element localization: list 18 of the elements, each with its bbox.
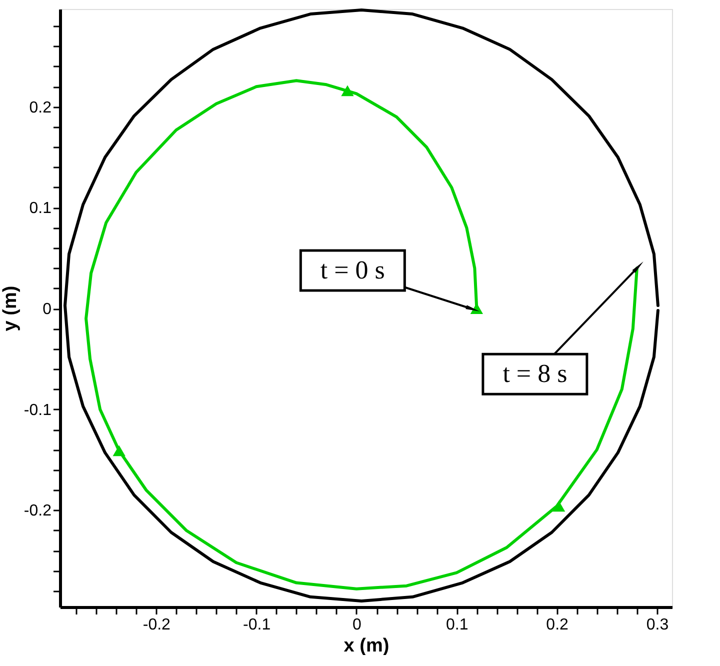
point <box>112 445 126 456</box>
y-tick-label: -0.2 <box>24 502 52 520</box>
y-tick-label: 0.2 <box>29 99 52 116</box>
x-tick-label: -0.2 <box>142 616 171 634</box>
annotation: t = 0 s <box>320 256 385 285</box>
x-tick-label: 0.2 <box>546 616 569 634</box>
point <box>341 85 354 96</box>
y-tick-label: 0 <box>42 301 52 318</box>
y-tick-label: 0.1 <box>29 200 52 218</box>
x-tick-label: -0.1 <box>243 616 271 634</box>
x-tick-label: 0 <box>352 616 362 634</box>
x-tick-label: 0.1 <box>446 616 468 634</box>
point <box>552 500 566 512</box>
x-tick-label: 0.3 <box>646 616 669 634</box>
y-axis-title: y (m) <box>0 286 21 332</box>
point <box>470 303 484 314</box>
annotation: t = 8 s <box>502 359 568 388</box>
y-tick-label: -0.1 <box>24 402 52 419</box>
